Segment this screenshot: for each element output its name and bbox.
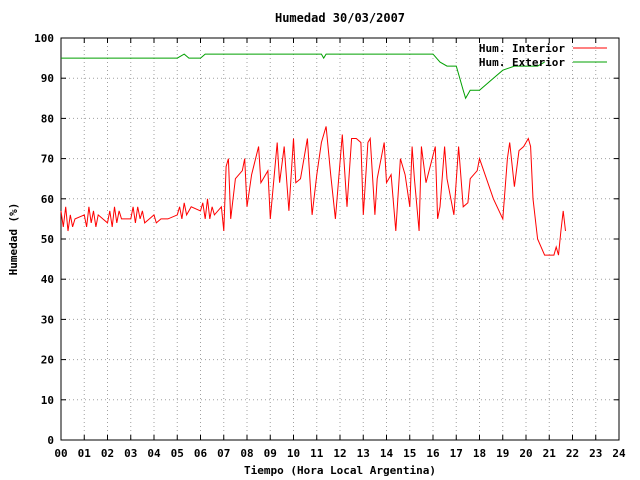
x-tick-label: 01: [78, 447, 92, 460]
y-tick-label: 40: [41, 273, 54, 286]
x-tick-label: 17: [450, 447, 463, 460]
y-tick-label: 0: [47, 434, 54, 447]
x-tick-label: 11: [310, 447, 324, 460]
y-tick-label: 60: [41, 193, 54, 206]
series-line-exterior: [61, 53, 545, 100]
x-tick-label: 07: [217, 447, 230, 460]
y-tick-label: 50: [41, 233, 54, 246]
x-tick-label: 21: [543, 447, 557, 460]
x-tick-label: 00: [54, 447, 67, 460]
x-axis-ticks: 00 01 02 03 04 05 06 07 08 09 10 11 12 13 14 15 16 17 18 19…: [54, 38, 626, 460]
x-tick-label: 24: [612, 447, 626, 460]
x-axis-label: Tiempo (Hora Local Argentina): [244, 464, 436, 477]
chart-title: Humedad 30/03/2007: [275, 11, 405, 25]
x-tick-label: 06: [194, 447, 208, 460]
y-axis-ticks: 0 10 20 30 40 50 60 70 80 90 100: [34, 32, 619, 447]
x-tick-label: 18: [473, 447, 486, 460]
x-tick-label: 03: [124, 447, 137, 460]
x-tick-label: 05: [171, 447, 184, 460]
series-line-interior: [60, 126, 566, 256]
x-tick-label: 22: [566, 447, 579, 460]
x-tick-label: 04: [147, 447, 161, 460]
x-tick-label: 02: [101, 447, 114, 460]
y-tick-label: 10: [41, 394, 54, 407]
x-tick-label: 10: [287, 447, 300, 460]
x-tick-label: 23: [589, 447, 602, 460]
y-tick-label: 90: [41, 72, 54, 85]
y-tick-label: 20: [41, 354, 54, 367]
y-tick-label: 80: [41, 112, 54, 125]
y-tick-label: 100: [34, 32, 54, 45]
legend-label: Hum. Exterior: [479, 56, 565, 69]
x-tick-label: 14: [380, 447, 394, 460]
x-tick-label: 13: [357, 447, 370, 460]
y-axis-label: Humedad (%): [7, 203, 20, 276]
series-lines: [60, 53, 566, 256]
x-tick-label: 08: [240, 447, 253, 460]
y-tick-label: 70: [41, 153, 54, 166]
x-tick-label: 19: [496, 447, 509, 460]
x-tick-label: 16: [426, 447, 440, 460]
y-tick-label: 30: [41, 313, 54, 326]
legend-label: Hum. Interior: [479, 42, 565, 55]
grid-lines: [61, 38, 619, 440]
x-tick-label: 20: [519, 447, 532, 460]
x-tick-label: 12: [333, 447, 346, 460]
x-tick-label: 09: [264, 447, 277, 460]
x-tick-label: 15: [403, 447, 416, 460]
